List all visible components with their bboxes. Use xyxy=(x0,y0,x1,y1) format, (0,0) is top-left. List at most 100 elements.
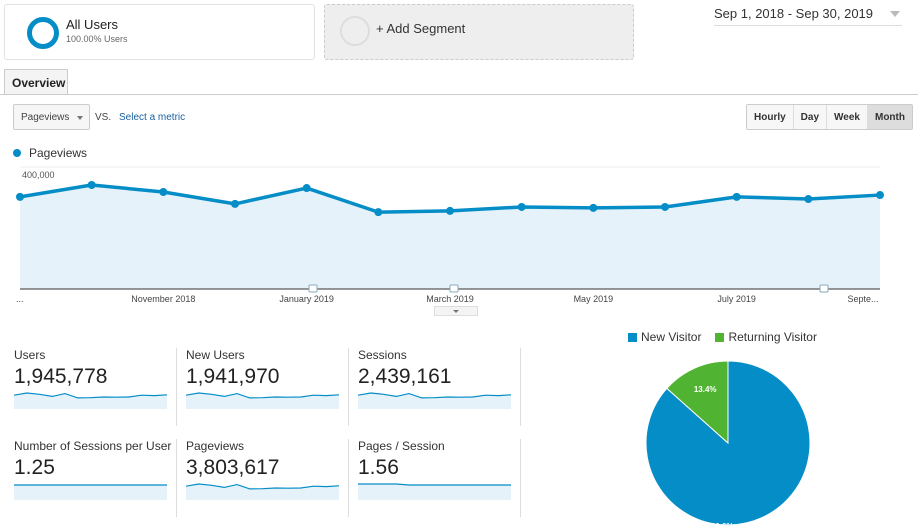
sparkline xyxy=(358,392,511,409)
metric-pageviews[interactable]: Pageviews 3,803,617 xyxy=(186,439,346,500)
x-tick-label: July 2019 xyxy=(717,294,756,304)
legend-new-visitor[interactable]: New Visitor xyxy=(628,330,701,344)
select-metric-link[interactable]: Select a metric xyxy=(119,112,186,123)
legend-returning-visitor[interactable]: Returning Visitor xyxy=(715,330,817,344)
metric-label: Pages / Session xyxy=(358,439,445,453)
legend-label: Returning Visitor xyxy=(728,330,817,344)
data-point xyxy=(732,192,741,201)
annotation-icon xyxy=(819,284,829,293)
metric-value: 1.25 xyxy=(14,456,55,479)
annotation-icon xyxy=(308,284,318,293)
metric-label: Pageviews xyxy=(186,439,245,453)
metric-value: 1.56 xyxy=(358,456,399,479)
sparkline-fill xyxy=(14,393,167,409)
sparkline-fill xyxy=(358,484,511,500)
legend-label: Pageviews xyxy=(29,146,88,160)
month-button[interactable]: Month xyxy=(867,105,912,129)
data-point xyxy=(16,192,24,201)
sparkline-fill xyxy=(14,485,167,500)
metric-value: 1,945,778 xyxy=(14,365,108,388)
granularity-buttons: Hourly Day Week Month xyxy=(746,104,913,130)
swatch-icon xyxy=(628,333,637,342)
data-point xyxy=(876,191,884,200)
add-segment-button[interactable]: + Add Segment xyxy=(324,4,634,60)
sparkline-line xyxy=(358,483,511,486)
x-tick-label: March 2019 xyxy=(426,294,474,304)
sparkline-line xyxy=(358,392,511,399)
x-tick-label: ... xyxy=(16,294,24,304)
chart-collapse-toggle[interactable] xyxy=(434,306,478,316)
metric-label: New Users xyxy=(186,348,245,362)
metric-dropdown-value: Pageviews xyxy=(21,112,70,123)
day-button[interactable]: Day xyxy=(793,105,828,129)
data-point xyxy=(804,195,813,204)
hourly-button[interactable]: Hourly xyxy=(747,105,794,129)
pie-slice-returning-visitor xyxy=(666,360,729,445)
legend-label: New Visitor xyxy=(641,330,702,344)
data-point xyxy=(446,206,454,215)
data-point xyxy=(302,184,311,193)
sparkline-fill xyxy=(358,393,511,409)
metric-label: Number of Sessions per User xyxy=(14,439,172,453)
vs-label: VS. xyxy=(95,112,112,123)
metric-divider xyxy=(348,348,349,426)
pie-label: 86.6% xyxy=(711,522,734,531)
x-tick-label: January 2019 xyxy=(279,294,334,304)
empty-segment-icon xyxy=(340,16,370,46)
segment-all-users[interactable]: All Users 100.00% Users xyxy=(4,4,315,60)
metric-new-users[interactable]: New Users 1,941,970 xyxy=(186,348,346,409)
metric-divider xyxy=(520,348,521,426)
metric-dropdown[interactable]: Pageviews xyxy=(13,104,90,130)
data-point xyxy=(87,180,96,189)
data-point xyxy=(661,202,669,211)
data-point xyxy=(374,208,383,217)
metric-sessions[interactable]: Sessions 2,439,161 xyxy=(358,348,518,409)
metric-users[interactable]: Users 1,945,778 xyxy=(14,348,174,409)
sparkline-fill xyxy=(186,393,339,409)
metric-divider xyxy=(176,348,177,426)
metric-value: 1,941,970 xyxy=(186,365,280,388)
sparkline-line xyxy=(186,392,339,399)
segment-title: All Users xyxy=(66,17,119,32)
chevron-down-icon xyxy=(453,310,459,313)
segment-subtitle: 100.00% Users xyxy=(66,34,128,44)
sparkline xyxy=(14,484,167,500)
visitor-pie-chart: 86.6% 13.4% xyxy=(645,360,811,531)
segment-ring-icon xyxy=(27,17,59,49)
swatch-icon xyxy=(715,333,725,342)
sparkline xyxy=(186,392,339,409)
area-fill xyxy=(20,184,880,289)
metric-pages-session[interactable]: Pages / Session 1.56 xyxy=(358,439,518,500)
metric-divider xyxy=(348,439,349,517)
sparkline xyxy=(186,483,339,500)
sparkline-line xyxy=(14,392,167,399)
sparkline xyxy=(358,483,511,500)
tab-overview[interactable]: Overview xyxy=(4,69,68,95)
pie-slice-new-visitor xyxy=(645,360,811,526)
sparkline-line xyxy=(186,483,339,490)
pie-label: 13.4% xyxy=(694,385,717,394)
chevron-down-icon xyxy=(890,11,900,17)
x-tick-label: Septe... xyxy=(847,294,878,304)
metric-divider xyxy=(176,439,177,517)
data-point xyxy=(517,202,526,211)
series-dot-icon xyxy=(13,149,21,157)
x-tick-label: May 2019 xyxy=(574,294,614,304)
metric-label: Users xyxy=(14,348,46,362)
metric-value: 3,803,617 xyxy=(186,456,280,479)
chevron-down-icon xyxy=(77,116,83,120)
data-point xyxy=(589,203,598,212)
date-range-text: Sep 1, 2018 - Sep 30, 2019 xyxy=(714,6,874,21)
add-segment-label: + Add Segment xyxy=(376,21,466,36)
metric-divider xyxy=(520,439,521,517)
y-tick-label: 400,000 xyxy=(22,170,55,180)
data-point xyxy=(159,188,168,197)
week-button[interactable]: Week xyxy=(827,105,868,129)
metric-number-of-sessions-per-user[interactable]: Number of Sessions per User 1.25 xyxy=(14,439,174,500)
annotation-icon xyxy=(449,284,459,293)
date-range-picker[interactable]: Sep 1, 2018 - Sep 30, 2019 xyxy=(714,6,902,26)
metric-label: Sessions xyxy=(358,348,407,362)
sparkline xyxy=(14,392,167,409)
x-tick-label: November 2018 xyxy=(131,294,195,304)
